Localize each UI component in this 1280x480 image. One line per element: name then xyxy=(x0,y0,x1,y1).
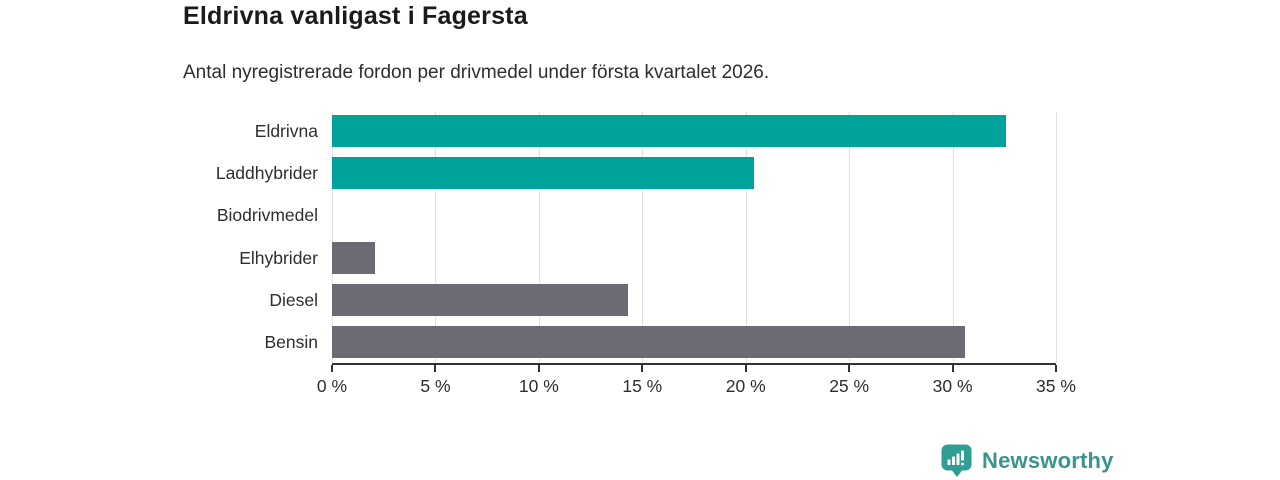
brand-footer: Newsworthy xyxy=(941,444,1114,478)
x-tick xyxy=(744,365,747,372)
category-label: Biodrivmedel xyxy=(216,205,318,226)
x-tick xyxy=(848,365,851,372)
x-tick-label: 10 % xyxy=(518,376,559,396)
bar-eldrivna xyxy=(332,115,1007,148)
x-tick-label: 30 % xyxy=(932,376,973,396)
gridline xyxy=(952,112,954,363)
x-tick xyxy=(951,365,954,372)
bar-laddhybrider xyxy=(332,157,754,190)
x-tick xyxy=(434,365,437,372)
category-label: Bensin xyxy=(264,331,318,352)
gridline xyxy=(1056,112,1057,363)
x-tick xyxy=(1055,365,1057,372)
x-tick xyxy=(331,365,333,372)
x-tick-label: 5 % xyxy=(420,376,451,396)
gridline xyxy=(538,112,540,363)
plot-area xyxy=(332,110,1057,365)
x-tick-label: 25 % xyxy=(829,376,870,396)
category-labels: Eldrivna Laddhybrider Biodrivmedel Elhybrid… xyxy=(0,110,318,363)
brand-name: Newsworthy xyxy=(982,448,1114,473)
gridline xyxy=(332,112,333,363)
category-label: Laddhybrider xyxy=(215,163,318,184)
x-tick xyxy=(537,365,540,372)
bar-bensin xyxy=(332,325,965,358)
gridline xyxy=(849,112,851,363)
x-tick-label: 0 % xyxy=(316,376,348,396)
gridline xyxy=(745,112,747,363)
chart-subtitle: Antal nyregistrerade fordon per drivmede… xyxy=(183,62,770,83)
x-tick-label: 35 % xyxy=(1036,376,1076,396)
x-tick xyxy=(641,365,644,372)
chart-title: Eldrivna vanligast i Fagersta xyxy=(183,2,528,30)
x-tick-label: 20 % xyxy=(725,376,766,396)
category-label: Eldrivna xyxy=(254,121,318,141)
bar-diesel xyxy=(332,283,628,316)
category-label: Diesel xyxy=(269,289,318,310)
x-axis: 0 % 5 % 10 % 15 % 20 % 25 % 30 % 35 % xyxy=(317,365,1076,407)
category-label: Elhybrider xyxy=(239,247,318,268)
bar-elhybrider xyxy=(332,241,376,274)
gridline xyxy=(435,112,437,363)
newsworthy-logo-icon xyxy=(941,444,972,477)
gridline xyxy=(642,112,644,363)
x-tick-label: 15 % xyxy=(622,376,663,396)
